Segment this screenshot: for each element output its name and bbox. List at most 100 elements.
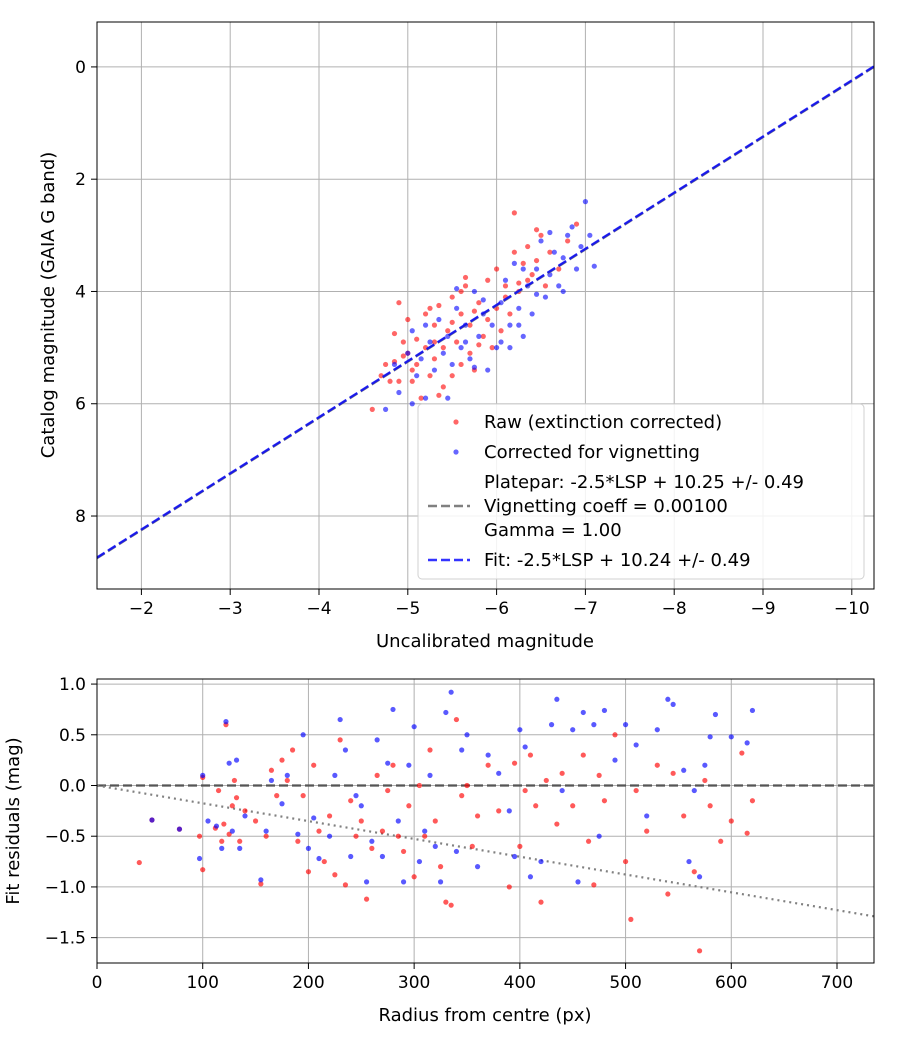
bottom-data-point: [622, 722, 629, 728]
bottom-data-point: [406, 803, 412, 809]
top-data-point: [422, 395, 429, 401]
bottom-data-point: [744, 740, 750, 746]
bottom-data-point: [432, 818, 438, 824]
bottom-data-point: [337, 716, 343, 723]
bottom-data-point: [654, 762, 660, 768]
bottom-data-point: [628, 916, 634, 922]
bottom-data-point: [196, 855, 203, 862]
bottom-data-point: [237, 845, 243, 851]
bottom-x-tick-label: 200: [292, 973, 324, 993]
bottom-data-point: [316, 828, 322, 834]
bottom-data-point: [363, 896, 370, 902]
bottom-y-tick-label: 0.0: [59, 777, 86, 797]
bottom-data-point: [215, 787, 222, 794]
top-data-point: [409, 378, 415, 384]
top-data-point: [391, 330, 398, 337]
top-legend: Raw (extinction corrected) Corrected for …: [417, 403, 865, 580]
bottom-data-point: [469, 843, 475, 849]
bottom-y-tick-label: 0.5: [59, 726, 86, 746]
top-x-tick-label: −3: [218, 599, 243, 619]
bottom-data-point: [554, 821, 560, 827]
top-data-point: [409, 401, 415, 407]
bottom-data-point: [416, 782, 423, 789]
top-data-point: [422, 311, 429, 317]
bottom-data-point: [427, 772, 433, 778]
top-data-point: [445, 395, 451, 401]
bottom-data-point: [200, 772, 206, 778]
top-data-point: [494, 345, 500, 351]
bottom-data-point: [718, 838, 724, 844]
top-data-point: [436, 302, 442, 309]
bottom-data-point: [443, 899, 449, 905]
legend-label: Raw (extinction corrected): [484, 412, 722, 433]
bottom-y-tick-label: −0.5: [45, 827, 86, 847]
bottom-data-point: [427, 747, 433, 753]
bottom-data-point: [538, 899, 544, 905]
bottom-data-point: [459, 793, 465, 799]
bottom-data-point: [263, 828, 269, 834]
top-data-point: [502, 277, 509, 283]
bottom-data-point: [258, 877, 264, 883]
bottom-data-point: [691, 787, 697, 794]
top-data-point: [414, 336, 420, 342]
top-data-point: [538, 232, 544, 238]
top-data-point: [476, 300, 482, 306]
bottom-data-point: [654, 727, 660, 733]
top-data-point: [383, 406, 389, 412]
top-data-point: [511, 210, 517, 216]
top-data-point: [507, 345, 513, 351]
top-data-point: [542, 294, 549, 300]
top-data-point: [400, 339, 406, 345]
top-data-point: [396, 300, 402, 306]
top-data-point: [449, 294, 455, 300]
bottom-data-point: [601, 798, 608, 804]
bottom-x-tick-label: 0: [92, 973, 103, 993]
bottom-data-point: [538, 858, 544, 865]
top-data-point: [565, 238, 571, 244]
bottom-data-point: [348, 798, 354, 804]
top-data-point: [520, 260, 526, 266]
top-data-point: [476, 333, 482, 339]
bottom-data-point: [686, 858, 692, 865]
bottom-data-point: [342, 747, 349, 753]
bottom-data-point: [395, 818, 401, 824]
top-data-point: [538, 238, 544, 244]
bottom-data-point: [464, 782, 470, 789]
top-data-point: [489, 345, 495, 351]
top-fit-line: [96, 65, 875, 559]
top-data-point: [489, 322, 495, 328]
bottom-data-point: [702, 777, 708, 784]
bottom-data-point: [453, 848, 460, 855]
bottom-data-point: [385, 760, 391, 766]
top-data-point: [516, 280, 522, 286]
top-data-point: [573, 221, 580, 227]
top-data-point: [525, 243, 531, 250]
top-data-point: [507, 311, 513, 317]
bottom-data-point: [570, 803, 576, 809]
top-data-point: [449, 319, 455, 325]
bottom-data-point: [379, 853, 386, 860]
bottom-data-point: [511, 760, 518, 766]
legend-label: Gamma = 1.00: [484, 520, 622, 541]
top-y-tick-label: 2: [75, 170, 86, 190]
bottom-data-point: [229, 803, 235, 809]
legend-box: [417, 403, 865, 580]
top-data-point: [587, 232, 593, 238]
top-lines: [96, 65, 875, 560]
bottom-data-point: [279, 757, 285, 763]
bottom-data-point: [363, 879, 370, 885]
bottom-data-point: [474, 813, 481, 819]
bottom-data-point: [321, 858, 327, 865]
bottom-data-point: [665, 891, 671, 897]
top-data-point: [418, 356, 424, 362]
bottom-data-point: [279, 801, 285, 807]
top-data-point: [533, 291, 540, 297]
bottom-data-point: [242, 813, 248, 819]
bottom-data-point: [295, 838, 301, 844]
bottom-data-point: [411, 724, 417, 730]
top-data-point: [551, 249, 557, 255]
bottom-y-ticks: 1.0 0.5 0.0 −0.5 −1.0 −1.5: [45, 675, 97, 949]
top-data-point: [547, 249, 553, 255]
top-data-point: [560, 255, 566, 261]
